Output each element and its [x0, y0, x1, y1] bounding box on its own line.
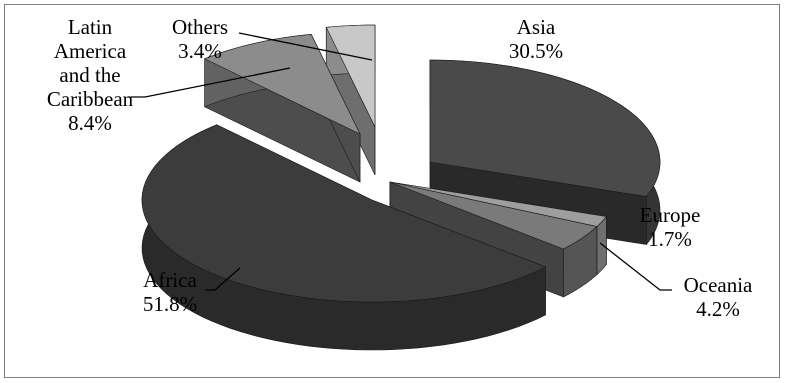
pie-slice-top-1 [429, 59, 661, 197]
slice-label-5: Latin [68, 15, 113, 39]
slice-value-label-6: 3.4% [178, 39, 222, 63]
slice-label-3: Oceania [684, 273, 753, 297]
pie-slice-top-5 [203, 34, 361, 135]
slice-value-label-1: 30.5% [509, 39, 563, 63]
pie-slice-top-4 [141, 124, 547, 303]
leader-line-oceania [599, 242, 672, 291]
pie-slice-5 [203, 33, 361, 183]
pie-slice-4 [141, 124, 547, 351]
slice-label-5: Caribbean [47, 87, 134, 111]
pie-slices [141, 24, 661, 351]
slice-value-label-3: 4.2% [696, 297, 740, 321]
leader-lines [131, 32, 672, 291]
slice-value-label-4: 51.8% [143, 292, 197, 316]
slice-value-label-2: 1.7% [648, 227, 692, 251]
leader-line-africa [205, 267, 241, 291]
pie-slice-top-6 [325, 24, 376, 128]
pie-slice-6 [325, 24, 376, 176]
slice-label-5: America [54, 39, 127, 63]
slice-label-5: and the [59, 63, 120, 87]
slice-label-1: Asia [517, 15, 556, 39]
slice-label-6: Others [172, 15, 228, 39]
slice-label-4: Africa [143, 268, 197, 292]
slice-value-label-5: 8.4% [68, 111, 112, 135]
leader-line-latin-america [131, 67, 291, 98]
pie-slice-top-3 [389, 181, 598, 250]
leader-line-others [238, 32, 373, 61]
slice-label-2: Europe [640, 203, 701, 227]
